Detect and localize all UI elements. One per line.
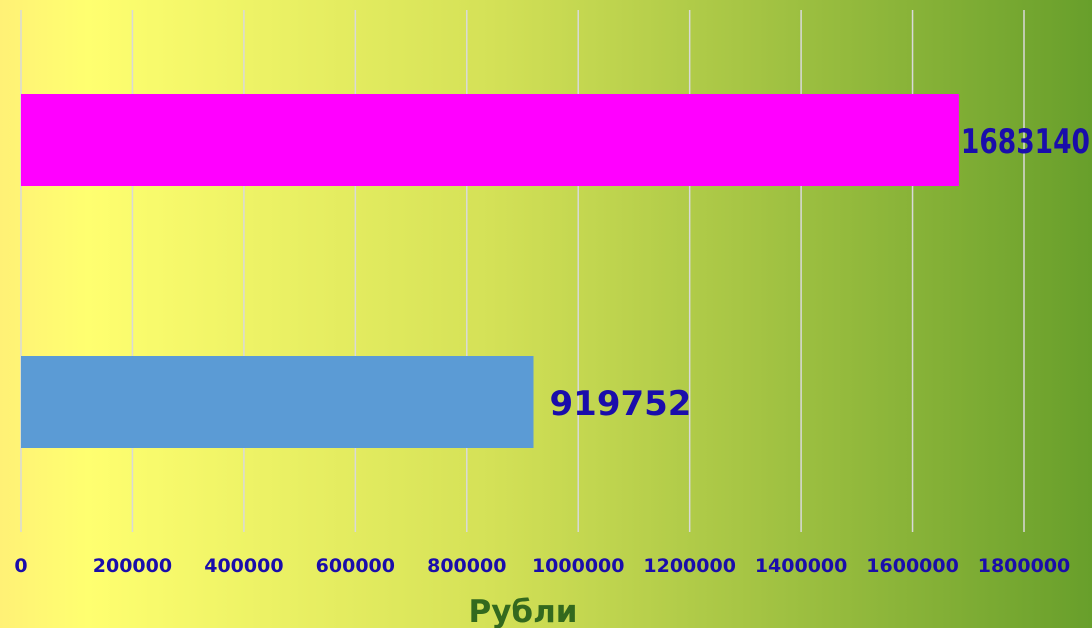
bars: [21, 94, 959, 448]
bar-value-label: 1683140: [961, 122, 1090, 162]
x-tick-label: 800000: [427, 555, 506, 577]
x-axis-ticks: 0 200000 400000 600000 800000 1000000 1200000 1…: [14, 555, 1070, 577]
x-tick-label: 1800000: [978, 555, 1071, 577]
x-tick-label: 200000: [93, 555, 172, 577]
bar: [21, 94, 959, 186]
x-tick-label: 1200000: [643, 555, 736, 577]
x-tick-label: 1400000: [755, 555, 848, 577]
bar-value-label: 919752: [550, 384, 692, 424]
x-tick-label: 600000: [316, 555, 395, 577]
bar: [21, 356, 534, 448]
x-axis-title: Рубли: [469, 594, 578, 628]
x-tick-label: 0: [14, 555, 27, 577]
data-labels: 1683140 919752: [550, 122, 1090, 424]
x-tick-label: 1600000: [866, 555, 959, 577]
x-tick-label: 400000: [204, 555, 283, 577]
x-tick-label: 1000000: [532, 555, 625, 577]
